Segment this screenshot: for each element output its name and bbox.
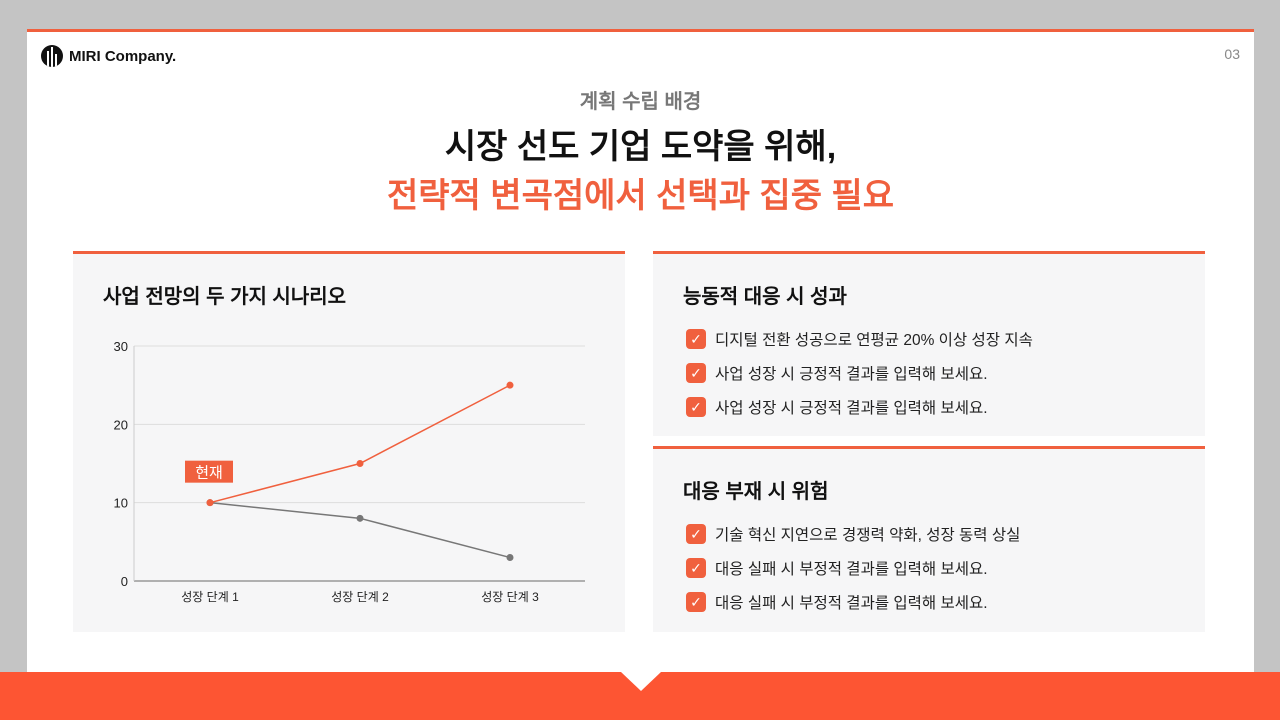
y-tick-label: 30 (114, 339, 128, 354)
x-tick-label: 성장 단계 3 (481, 590, 539, 604)
negative-card: 대응 부재 시 위험 ✓ 기술 혁신 지연으로 경쟁력 약화, 성장 동력 상실 ✓… (653, 446, 1205, 632)
checklist-item: ✓ 기술 혁신 지연으로 경쟁력 약화, 성장 동력 상실 (686, 517, 1020, 551)
negative-title: 대응 부재 시 위험 (683, 481, 829, 503)
footer-notch (621, 672, 661, 691)
y-tick-label: 20 (114, 417, 128, 432)
series-line (209, 501, 511, 559)
x-tick-label: 성장 단계 2 (331, 590, 389, 604)
checkbox-checked-icon: ✓ (686, 558, 706, 578)
item-text: 기술 혁신 지연으로 경쟁력 약화, 성장 동력 상실 (715, 527, 1021, 544)
checklist-item: ✓ 디지털 전환 성공으로 연평균 20% 이상 성장 지속 (686, 322, 1033, 356)
checkbox-checked-icon: ✓ (686, 329, 706, 349)
item-text: 대응 실패 시 부정적 결과를 입력해 보세요. (715, 561, 988, 578)
checkbox-checked-icon: ✓ (686, 363, 706, 383)
line-chart: 0 10 20 30 성장 단계 1 성장 단계 2 성장 단계 3 현재 (114, 339, 585, 604)
y-tick-label: 0 (121, 574, 128, 589)
positive-card: 능동적 대응 시 성과 ✓ 디지털 전환 성공으로 연평균 20% 이상 성장 지… (653, 251, 1205, 436)
annotation-label: 현재 (195, 465, 223, 482)
annotation-badge (185, 460, 233, 483)
checklist-item: ✓ 사업 성장 시 긍정적 결과를 입력해 보세요. (686, 390, 1033, 424)
series-line (209, 384, 511, 504)
logo: MIRI Company. (41, 45, 176, 67)
data-point (506, 554, 514, 561)
checkbox-checked-icon: ✓ (686, 397, 706, 417)
data-point (506, 381, 514, 389)
data-point (356, 460, 364, 467)
item-text: 사업 성장 시 긍정적 결과를 입력해 보세요. (715, 400, 988, 417)
positive-list: ✓ 디지털 전환 성공으로 연평균 20% 이상 성장 지속 ✓ 사업 성장 시 긍정… (686, 322, 1033, 424)
section-subtitle: 계획 수립 배경 (579, 91, 702, 113)
x-tick-label: 성장 단계 1 (181, 590, 239, 604)
negative-list: ✓ 기술 혁신 지연으로 경쟁력 약화, 성장 동력 상실 ✓ 대응 실패 시 부정적… (686, 517, 1020, 619)
page-number: 03 (1224, 46, 1240, 62)
checklist-item: ✓ 대응 실패 시 부정적 결과를 입력해 보세요. (686, 551, 1020, 585)
logo-text: MIRI Company. (69, 47, 177, 65)
checklist-item: ✓ 사업 성장 시 긍정적 결과를 입력해 보세요. (686, 356, 1033, 390)
item-text: 사업 성장 시 긍정적 결과를 입력해 보세요. (715, 366, 988, 383)
data-point (356, 514, 364, 522)
headline-line1: 시장 선도 기업 도약을 위해, (444, 128, 837, 166)
checklist-item: ✓ 대응 실패 시 부정적 결과를 입력해 보세요. (686, 585, 1020, 619)
item-text: 디지털 전환 성공으로 연평균 20% 이상 성장 지속 (715, 332, 1033, 349)
checkbox-checked-icon: ✓ (686, 524, 706, 544)
data-point (206, 499, 214, 507)
chart-card: 사업 전망의 두 가지 시나리오 0 10 20 30 성장 단계 1 성장 단계 2 성장… (73, 251, 625, 632)
checkbox-checked-icon: ✓ (686, 592, 706, 612)
chart-title: 사업 전망의 두 가지 시나리오 (103, 286, 347, 308)
logo-icon (41, 45, 63, 67)
item-text: 대응 실패 시 부정적 결과를 입력해 보세요. (715, 595, 988, 612)
positive-title: 능동적 대응 시 성과 (683, 286, 847, 308)
headline-line2: 전략적 변곡점에서 선택과 집중 필요 (387, 177, 894, 215)
y-tick-label: 10 (114, 496, 128, 511)
